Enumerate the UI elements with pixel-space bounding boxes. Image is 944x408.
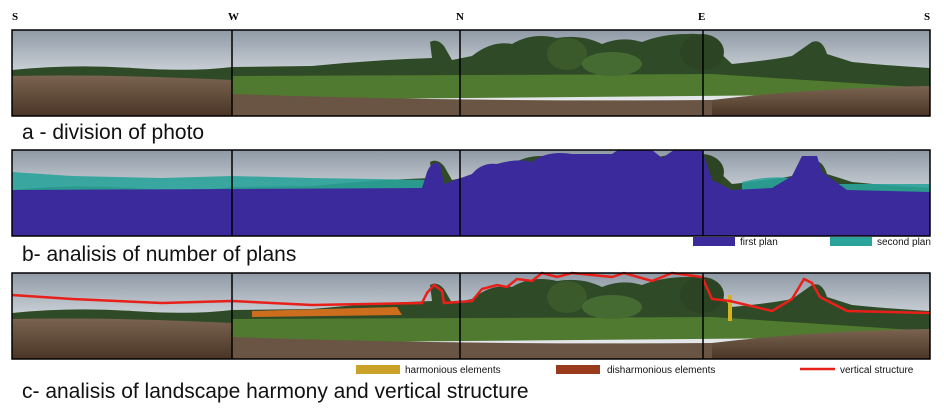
compass-label: S [924,11,930,23]
compass-label: S [12,11,18,23]
panel-photo [11,29,931,117]
legend-swatch [830,237,872,246]
legend-label: first plan [740,237,778,248]
legend-label: vertical structure [840,365,914,376]
legend-swatch [356,365,400,374]
caption: a - division of photo [22,121,204,144]
compass-label: N [456,11,464,23]
caption: c- analisis of landscape harmony and ver… [22,380,529,403]
legend-label: second plan [877,237,931,248]
legend-swatch [693,237,735,246]
caption: b- analisis of number of plans [22,243,296,266]
legend-label: disharmonious elements [607,365,715,376]
legend-swatch [556,365,600,374]
compass-label: E [698,11,705,23]
legend-label: harmonious elements [405,365,501,376]
compass-label: W [228,11,239,23]
panel-plans [11,149,931,237]
panel-harmony [11,271,931,360]
